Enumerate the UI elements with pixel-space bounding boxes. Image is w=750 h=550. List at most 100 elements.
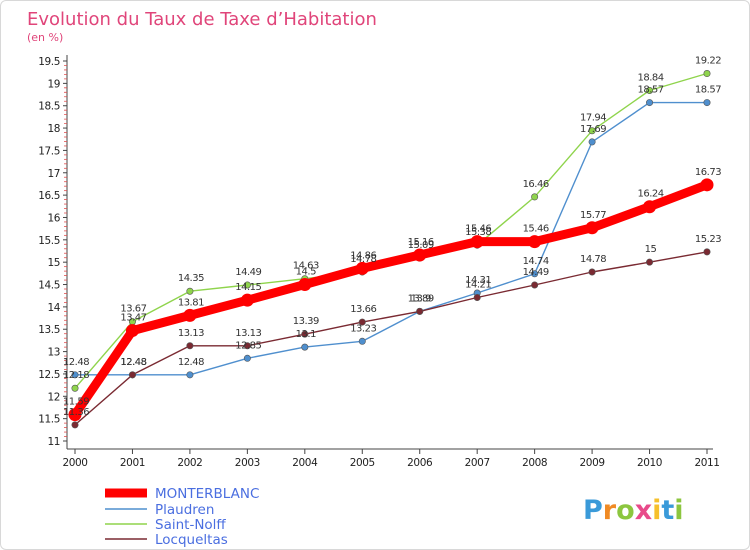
data-point [531,270,539,278]
data-point [71,384,79,392]
data-label: 18.57 [637,85,663,96]
data-point [531,281,539,289]
y-tick-label: 15.5 [38,235,60,247]
x-tick-label: 2004 [292,457,318,469]
data-point [588,268,596,276]
x-tick-label: 2006 [407,457,433,469]
data-point [588,127,596,135]
chart-subtitle: (en %) [27,31,63,44]
data-label: 14.15 [235,282,261,293]
data-label: 12.48 [178,357,204,368]
data-point [186,287,194,295]
data-label: 14.21 [465,279,491,290]
data-point [473,293,481,301]
y-tick-label: 18.5 [38,101,60,113]
data-label: 13.67 [120,304,146,315]
data-point [68,408,82,422]
data-point [358,337,366,345]
data-label: 18.57 [695,85,721,96]
data-label: 18.84 [637,73,663,84]
data-point [700,178,714,192]
data-point [358,318,366,326]
data-point [243,354,251,362]
data-point [243,281,251,289]
data-point [470,235,484,249]
data-label: 13.9 [411,293,431,304]
data-point [301,343,309,351]
data-point [128,371,136,379]
chart-title: Evolution du Taux de Taxe d’Habitation [27,9,377,30]
data-label: 16.73 [695,167,721,178]
data-point [528,235,542,249]
x-tick-label: 2009 [580,457,605,469]
logo-letter: r [603,495,617,526]
data-label: 14.5 [296,267,316,278]
x-tick-label: 2001 [120,457,145,469]
data-label: 13.13 [235,328,261,339]
x-tick-label: 2010 [637,457,662,469]
data-label: 13.66 [350,304,376,315]
axes: 11 11.5 12 12.5 13 13.5 14 14.5 15 15.5 16 16.5 17 17… [38,55,720,469]
proxiti-logo: Proxiti [583,495,684,526]
data-label: 15.23 [695,234,721,245]
data-label: 14.49 [523,267,549,278]
data-label: 14.63 [293,261,319,272]
series-points [68,70,714,429]
data-label: 14.78 [580,254,606,265]
data-point [413,248,427,262]
data-point [643,200,657,214]
data-label: 13.1 [296,329,316,340]
data-point [243,342,251,350]
data-label: 13.39 [293,316,319,327]
x-tick-label: 2000 [62,457,87,469]
data-label: 12.85 [235,340,261,351]
legend-label: Plaudren [155,502,214,518]
data-label: 14.74 [523,256,549,267]
logo-letter: o [616,495,635,526]
legend-label: Saint-Nolff [155,517,226,533]
data-label: 14.31 [465,275,491,286]
data-point [71,371,79,379]
x-tick-label: 2002 [177,457,202,469]
data-label: 15.16 [408,237,434,248]
y-tick-label: 11 [47,436,60,448]
data-label: 13.81 [178,297,204,308]
data-point [585,221,599,235]
data-label: 13.47 [120,313,146,324]
data-point [646,87,654,95]
y-tick-label: 14.5 [38,280,60,292]
y-tick-label: 19 [47,78,60,90]
legend-label: MONTERBLANC [155,486,259,502]
x-tick-label: 2011 [694,457,719,469]
y-tick-label: 17 [47,168,60,180]
x-tick-label: 2007 [465,457,490,469]
data-label: 17.94 [580,113,606,124]
data-label: 13.13 [178,328,204,339]
data-label: 14.86 [350,250,376,261]
legend-label: Locqueltas [155,532,228,548]
data-label: 12.48 [63,357,89,368]
data-point [186,342,194,350]
data-point [125,324,139,338]
data-point [646,99,654,107]
data-label: 16.24 [637,189,663,200]
logo-letter: P [583,495,603,526]
series-line [74,101,708,376]
data-label: 11.59 [63,397,89,408]
data-label: 11.36 [63,407,89,418]
data-label: 12.48 [120,357,146,368]
data-label: 13.89 [408,293,434,304]
data-point [646,258,654,266]
y-tick-label: 18 [47,123,60,135]
series-lines [70,72,712,426]
data-point [355,261,369,275]
logo-letter: x [635,495,652,526]
data-point [183,308,197,322]
data-point [416,307,424,315]
x-tick-label: 2003 [235,457,260,469]
data-point [301,330,309,338]
y-tick-label: 13.5 [38,324,60,336]
